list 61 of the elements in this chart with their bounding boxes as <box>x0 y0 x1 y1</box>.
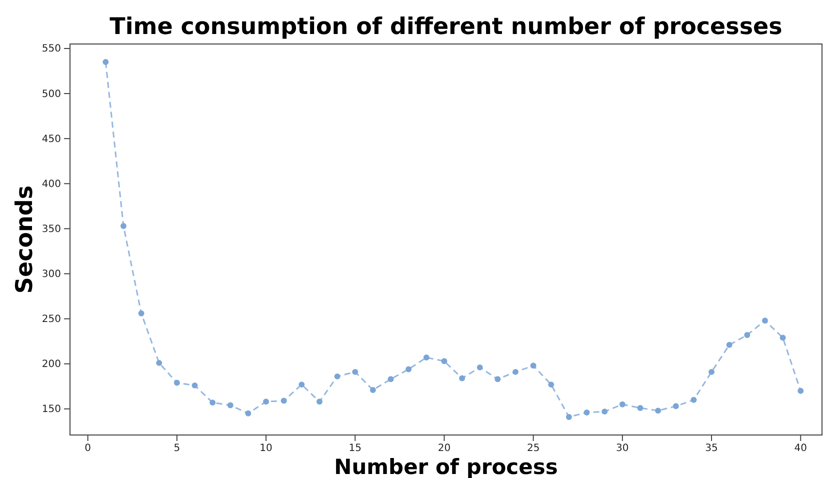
point <box>227 402 234 408</box>
point <box>798 388 804 394</box>
y-tick-label: 450 <box>42 134 61 145</box>
point <box>210 400 216 406</box>
point <box>120 223 126 229</box>
point <box>708 368 714 375</box>
x-tick-label: 35 <box>705 443 718 454</box>
x-axis-title: Number of process <box>334 455 558 478</box>
point <box>316 398 322 405</box>
point <box>174 380 180 386</box>
point <box>334 373 340 380</box>
point <box>672 403 679 410</box>
y-tick-label: 200 <box>42 359 61 370</box>
y-tick-label: 150 <box>42 404 61 416</box>
point <box>370 386 376 393</box>
point <box>245 410 252 416</box>
x-tick-label: 40 <box>794 443 807 454</box>
x-tick-label: 30 <box>616 443 629 454</box>
point <box>744 332 750 338</box>
point <box>690 396 697 403</box>
y-tick-label: 250 <box>42 314 61 325</box>
point <box>406 366 412 372</box>
point <box>459 375 466 382</box>
point <box>138 310 144 316</box>
point <box>388 376 394 382</box>
y-axis-title: Seconds <box>12 185 38 294</box>
point <box>566 414 572 420</box>
point <box>530 362 536 369</box>
point <box>192 382 198 388</box>
point <box>423 354 430 360</box>
x-tick-label: 20 <box>438 443 451 454</box>
point <box>512 368 518 375</box>
point <box>352 368 358 375</box>
x-tick-label: 0 <box>84 443 92 454</box>
point <box>637 404 644 411</box>
x-tick-label: 10 <box>260 443 272 454</box>
point <box>548 382 554 388</box>
y-tick-label: 350 <box>42 224 61 235</box>
point <box>602 408 608 415</box>
point <box>619 401 626 408</box>
point <box>476 364 483 370</box>
chart-title: Time consumption of different number of processes <box>110 14 782 40</box>
point <box>263 398 270 405</box>
point <box>584 410 590 416</box>
point <box>102 59 109 65</box>
y-tick-label: 400 <box>42 178 61 190</box>
point <box>726 342 732 348</box>
point <box>780 334 786 341</box>
point <box>762 318 768 324</box>
point <box>441 358 448 364</box>
point <box>494 376 501 382</box>
y-tick-label: 550 <box>42 44 61 55</box>
y-tick-label: 500 <box>42 88 61 100</box>
point <box>655 408 662 414</box>
point <box>156 360 162 366</box>
x-tick-label: 5 <box>174 443 180 454</box>
point <box>298 382 305 388</box>
x-tick-label: 25 <box>526 443 540 454</box>
point <box>280 398 287 404</box>
y-tick-label: 300 <box>42 268 61 280</box>
x-tick-label: 15 <box>348 443 362 454</box>
